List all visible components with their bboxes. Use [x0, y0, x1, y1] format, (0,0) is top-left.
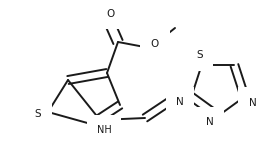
- Text: N: N: [206, 117, 214, 127]
- Text: O: O: [151, 39, 159, 49]
- Text: S: S: [35, 109, 41, 119]
- Text: NH: NH: [97, 125, 111, 135]
- Text: N: N: [176, 97, 184, 107]
- Text: S: S: [196, 50, 203, 60]
- Text: N: N: [249, 98, 257, 108]
- Text: O: O: [107, 9, 115, 19]
